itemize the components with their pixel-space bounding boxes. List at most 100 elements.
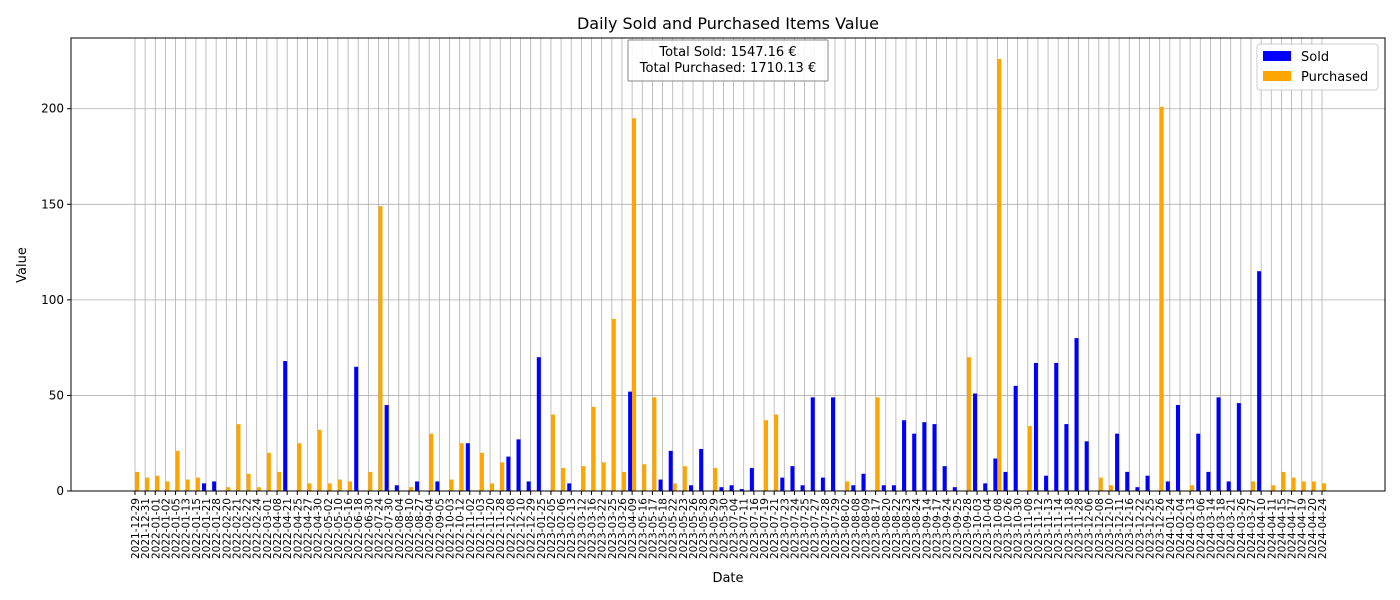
bar bbox=[1206, 471, 1211, 491]
x-tick-label: 2022-01-28 bbox=[211, 498, 223, 559]
bar bbox=[246, 473, 251, 491]
x-tick-label: 2024-02-13 bbox=[1185, 498, 1197, 559]
x-tick-label: 2023-11-18 bbox=[1063, 498, 1075, 559]
bar bbox=[591, 406, 596, 491]
bar bbox=[1159, 106, 1164, 492]
bar bbox=[1250, 481, 1255, 491]
x-tick-label: 2022-09-05 bbox=[434, 498, 446, 559]
x-tick-label: 2023-10-08 bbox=[992, 498, 1004, 559]
bar bbox=[997, 59, 1002, 491]
x-tick-label: 2022-03-01 bbox=[262, 498, 274, 559]
x-tick-label: 2024-03-21 bbox=[1226, 498, 1238, 559]
bar bbox=[449, 479, 454, 491]
bar bbox=[966, 357, 971, 491]
bar bbox=[506, 456, 511, 491]
x-tick-label: 2023-05-22 bbox=[668, 498, 680, 559]
x-tick-label: 2022-07-24 bbox=[373, 498, 385, 559]
bar bbox=[1190, 485, 1195, 491]
x-tick-label: 2023-03-16 bbox=[587, 498, 599, 559]
bar bbox=[713, 468, 718, 491]
x-axis-label: Date bbox=[712, 571, 743, 586]
x-tick-label: 2023-11-12 bbox=[1033, 498, 1045, 559]
x-tick-label: 2022-11-20 bbox=[485, 498, 497, 559]
x-tick-label: 2023-10-04 bbox=[982, 498, 994, 559]
x-tick-label: 2024-04-15 bbox=[1276, 498, 1288, 559]
bar bbox=[1301, 481, 1306, 491]
x-tick-label: 2023-07-16 bbox=[749, 498, 761, 559]
bar bbox=[764, 420, 769, 491]
bar bbox=[601, 462, 606, 491]
bar bbox=[283, 361, 288, 491]
x-tick-label: 2022-12-08 bbox=[505, 498, 517, 559]
x-tick-label: 2023-07-04 bbox=[729, 498, 741, 559]
y-tick-label: 150 bbox=[41, 197, 64, 211]
bar bbox=[1098, 477, 1103, 491]
bar bbox=[236, 424, 241, 491]
bar bbox=[1322, 483, 1326, 491]
x-tick-label: 2023-09-17 bbox=[931, 498, 943, 559]
bar bbox=[891, 485, 896, 491]
legend-swatch bbox=[1263, 51, 1291, 61]
y-tick-label: 200 bbox=[41, 102, 64, 116]
bar bbox=[408, 487, 413, 491]
bar bbox=[810, 397, 815, 491]
x-tick-label: 2023-07-27 bbox=[810, 498, 822, 559]
bar bbox=[1216, 397, 1221, 491]
bar bbox=[526, 481, 531, 491]
bar bbox=[459, 443, 464, 491]
bar bbox=[1257, 271, 1262, 491]
bar bbox=[516, 439, 521, 491]
x-tick-label: 2022-01-13 bbox=[181, 498, 193, 559]
x-tick-label: 2023-10-26 bbox=[1002, 498, 1014, 559]
x-tick-label: 2024-04-11 bbox=[1266, 498, 1278, 559]
bar bbox=[561, 468, 566, 491]
x-tick-label: 2023-09-14 bbox=[921, 498, 933, 559]
bar bbox=[1271, 485, 1276, 491]
bar bbox=[1281, 471, 1286, 491]
bar bbox=[307, 483, 312, 491]
x-tick-label: 2021-12-29 bbox=[130, 498, 142, 559]
annotation: Total Purchased: 1710.13 € bbox=[639, 61, 816, 76]
bar bbox=[652, 397, 657, 491]
bar bbox=[1226, 481, 1231, 491]
bar bbox=[1074, 338, 1079, 491]
x-tick-label: 2022-05-16 bbox=[343, 498, 355, 559]
bar bbox=[175, 450, 180, 491]
bar bbox=[611, 318, 616, 491]
bar bbox=[297, 443, 302, 491]
x-tick-label: 2023-03-12 bbox=[576, 498, 588, 559]
bar bbox=[1115, 433, 1120, 491]
bar bbox=[500, 462, 505, 491]
bar bbox=[465, 443, 470, 491]
bar bbox=[851, 485, 856, 491]
x-tick-label: 2023-05-29 bbox=[708, 498, 720, 559]
x-tick-label: 2023-07-23 bbox=[779, 498, 791, 559]
x-tick-label: 2023-12-06 bbox=[1084, 498, 1096, 559]
x-tick-label: 2022-01-02 bbox=[160, 498, 172, 559]
bar bbox=[165, 481, 170, 491]
x-tick-label: 2022-05-10 bbox=[333, 498, 345, 559]
bar bbox=[429, 433, 434, 491]
bar bbox=[135, 471, 139, 491]
bar bbox=[256, 487, 261, 491]
x-tick-label: 2023-12-16 bbox=[1124, 498, 1136, 559]
x-tick-label: 2022-08-27 bbox=[414, 498, 426, 559]
x-tick-label: 2023-07-11 bbox=[739, 498, 751, 559]
plot-frame bbox=[70, 37, 1386, 492]
bar bbox=[1044, 475, 1049, 491]
x-tick-label: 2023-08-02 bbox=[840, 498, 852, 559]
bar bbox=[952, 487, 957, 491]
x-tick-label: 2023-09-25 bbox=[952, 498, 964, 559]
bar bbox=[1196, 433, 1201, 491]
x-tick-label: 2023-11-14 bbox=[1053, 498, 1065, 559]
x-tick-label: 2023-03-22 bbox=[597, 498, 609, 559]
bar bbox=[1033, 362, 1038, 491]
x-tick-label: 2022-10-12 bbox=[455, 498, 467, 559]
bar bbox=[739, 489, 744, 491]
bar bbox=[1003, 471, 1008, 491]
bar bbox=[749, 468, 754, 491]
bar bbox=[581, 466, 586, 491]
x-tick-label: 2024-04-20 bbox=[1307, 498, 1319, 559]
x-tick-label: 2022-09-04 bbox=[424, 498, 436, 559]
bar bbox=[1236, 403, 1241, 491]
